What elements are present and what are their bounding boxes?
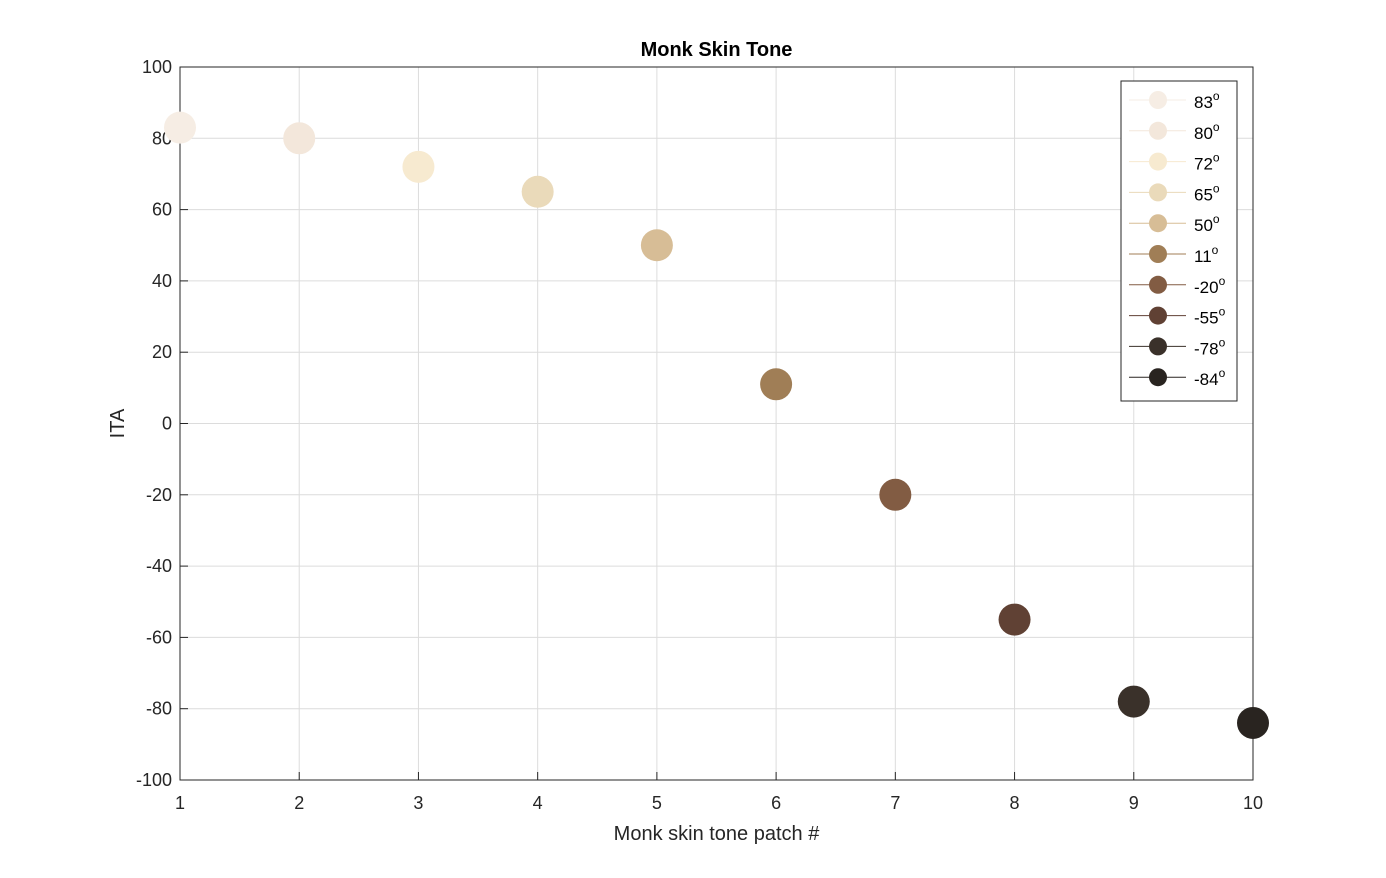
data-point — [760, 368, 793, 401]
x-tick-label: 10 — [1243, 793, 1263, 813]
x-tick-label: 4 — [533, 793, 543, 813]
y-tick-label: 100 — [142, 57, 172, 77]
data-point — [521, 175, 554, 208]
y-axis-label: ITA — [107, 408, 129, 438]
legend-label: -84o — [1194, 366, 1226, 389]
legend-label: -55o — [1194, 305, 1226, 328]
y-tick-label: 20 — [152, 342, 172, 362]
y-tick-label: -20 — [146, 485, 172, 505]
x-tick-label: 2 — [294, 793, 304, 813]
legend-degree-superscript: o — [1213, 89, 1220, 103]
legend-marker — [1149, 121, 1167, 140]
y-tick-label: 60 — [152, 200, 172, 220]
data-point — [402, 150, 435, 183]
x-tick-label: 6 — [771, 793, 781, 813]
y-tick-label: -100 — [136, 770, 172, 790]
y-tick-label: -80 — [146, 699, 172, 719]
x-axis-ticks: 1 2 3 4 5 6 7 8 9 10 — [175, 772, 1263, 813]
legend-marker — [1149, 183, 1167, 202]
data-point — [998, 603, 1031, 636]
x-tick-label: 1 — [175, 793, 185, 813]
data-point — [164, 111, 196, 144]
x-tick-label: 8 — [1010, 793, 1020, 813]
legend-label: -20o — [1194, 274, 1226, 297]
legend-degree-superscript: o — [1219, 274, 1226, 288]
y-tick-label: -60 — [146, 627, 172, 647]
legend-degree-superscript: o — [1213, 212, 1220, 226]
legend-marker — [1149, 91, 1167, 109]
legend-degree-superscript: o — [1219, 366, 1226, 380]
legend-degree-superscript: o — [1212, 243, 1219, 257]
x-tick-label: 5 — [652, 793, 662, 813]
legend-marker — [1149, 275, 1167, 294]
legend-degree-superscript: o — [1219, 305, 1226, 319]
x-tick-label: 9 — [1129, 793, 1139, 813]
legend-degree-superscript: o — [1213, 151, 1220, 165]
data-point — [640, 229, 673, 262]
legend-marker — [1149, 368, 1167, 387]
legend-box — [1120, 80, 1238, 402]
y-tick-label: -40 — [146, 556, 172, 576]
legend-degree-superscript: o — [1213, 181, 1220, 195]
data-points — [164, 111, 1269, 739]
x-axis-label: Monk skin tone patch # — [614, 823, 821, 845]
legend-label: -78o — [1194, 335, 1226, 358]
chart-title: Monk Skin Tone — [641, 39, 793, 61]
legend-marker — [1149, 306, 1167, 325]
data-point — [283, 122, 316, 155]
legend-degree-superscript: o — [1213, 120, 1220, 134]
data-point — [879, 478, 912, 511]
y-tick-label: 40 — [152, 271, 172, 291]
x-tick-label: 7 — [890, 793, 900, 813]
legend-marker — [1149, 245, 1167, 263]
data-point — [1237, 706, 1269, 739]
legend-marker — [1149, 152, 1167, 171]
data-point — [1117, 685, 1150, 718]
y-tick-label: 0 — [162, 414, 172, 434]
x-tick-label: 3 — [413, 793, 423, 813]
legend-degree-superscript: o — [1219, 335, 1226, 349]
legend-marker — [1149, 337, 1167, 356]
legend-marker — [1149, 214, 1167, 233]
